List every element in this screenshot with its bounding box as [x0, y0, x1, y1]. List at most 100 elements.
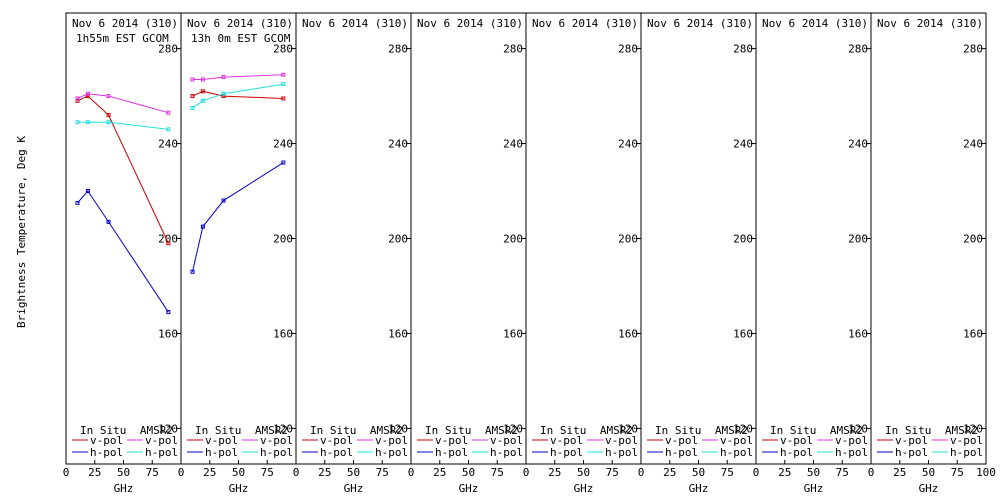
data-point-amsr2_h	[281, 82, 286, 87]
data-point-insitu_v	[190, 94, 195, 99]
panel-3: Nov 6 2014 (310) 120 160 200 240 280 0 25 50 75 GH…	[293, 12, 412, 495]
legend-label-insitu_h: h-pol	[895, 446, 928, 459]
legend-insitu-heading: In Situ	[655, 424, 701, 437]
legend-label-insitu_h: h-pol	[320, 446, 353, 459]
legend-label-amsr2_v: v-pol	[375, 434, 408, 447]
y-tick-label: 280	[848, 43, 868, 56]
x-tick-label: 75	[951, 466, 964, 479]
data-point-amsr2_h	[190, 105, 195, 110]
series-line-amsr2_h	[77, 121, 169, 130]
y-tick-label: 160	[618, 327, 638, 340]
series-line-amsr2_h	[192, 83, 284, 109]
y-tick-label: 120	[963, 422, 983, 435]
data-point-amsr2_v	[85, 91, 90, 96]
x-tick-label: 75	[376, 466, 389, 479]
x-tick-label: 0	[523, 466, 530, 479]
panel-1: Nov 6 2014 (310) 1h55m EST GCOM 120 160 200 2…	[63, 12, 182, 495]
legend-label-insitu_v: v-pol	[435, 434, 468, 447]
x-tick-label: 0	[408, 466, 415, 479]
legend-amsr2-heading: AMSR2	[715, 424, 748, 437]
data-point-amsr2_h	[85, 120, 90, 125]
data-point-insitu_h	[75, 200, 80, 205]
data-point-insitu_h	[221, 198, 226, 203]
legend-insitu-heading: In Situ	[540, 424, 586, 437]
x-tick-label: 25	[548, 466, 561, 479]
panel-title: Nov 6 2014 (310)	[532, 17, 638, 30]
y-tick-label: 240	[618, 138, 638, 151]
y-tick-label: 120	[618, 422, 638, 435]
y-tick-label: 120	[503, 422, 523, 435]
y-tick-label: 280	[158, 43, 178, 56]
y-tick-label: 280	[618, 43, 638, 56]
x-tick-label: 25	[778, 466, 791, 479]
legend-label-amsr2_v: v-pol	[260, 434, 293, 447]
legend-label-amsr2_h: h-pol	[720, 446, 753, 459]
y-tick-label: 120	[388, 422, 408, 435]
y-tick-label: 240	[848, 138, 868, 151]
y-tick-label: 160	[388, 327, 408, 340]
legend-insitu-heading: In Situ	[80, 424, 126, 437]
series-line-insitu_v	[77, 95, 169, 244]
y-tick-label: 160	[503, 327, 523, 340]
data-point-amsr2_v	[221, 75, 226, 80]
data-point-amsr2_h	[200, 98, 205, 103]
data-point-insitu_v	[85, 94, 90, 99]
y-tick-label: 160	[963, 327, 983, 340]
y-tick-label: 120	[158, 422, 178, 435]
x-tick-label: 0	[293, 466, 300, 479]
x-tick-label: 75	[721, 466, 734, 479]
data-point-insitu_h	[106, 219, 111, 224]
legend-amsr2-heading: AMSR2	[255, 424, 288, 437]
y-tick-label: 160	[848, 327, 868, 340]
legend-insitu-heading: In Situ	[770, 424, 816, 437]
data-point-amsr2_v	[281, 72, 286, 77]
x-tick-label: 25	[88, 466, 101, 479]
y-tick-label: 200	[388, 233, 408, 246]
y-tick-label: 200	[273, 233, 293, 246]
legend-insitu-heading: In Situ	[195, 424, 241, 437]
legend-label-amsr2_v: v-pol	[145, 434, 178, 447]
legend-insitu-heading: In Situ	[425, 424, 471, 437]
series-line-amsr2_v	[77, 93, 169, 114]
legend-label-amsr2_h: h-pol	[375, 446, 408, 459]
y-tick-label: 240	[273, 138, 293, 151]
x-tick-label: 50	[577, 466, 590, 479]
legend-label-amsr2_h: h-pol	[835, 446, 868, 459]
x-tick-label: 75	[836, 466, 849, 479]
legend-label-insitu_h: h-pol	[90, 446, 123, 459]
panel-title: Nov 6 2014 (310)	[877, 17, 983, 30]
panel-7: Nov 6 2014 (310) 120 160 200 240 280 0 25 50 75 GH…	[753, 12, 872, 495]
y-tick-label: 280	[963, 43, 983, 56]
legend-label-insitu_v: v-pol	[205, 434, 238, 447]
y-tick-label: 280	[503, 43, 523, 56]
legend-label-amsr2_h: h-pol	[145, 446, 178, 459]
y-tick-label: 240	[503, 138, 523, 151]
data-point-insitu_h	[200, 224, 205, 229]
legend-label-amsr2_v: v-pol	[835, 434, 868, 447]
y-tick-label: 240	[963, 138, 983, 151]
data-point-amsr2_v	[190, 77, 195, 82]
data-point-amsr2_h	[106, 120, 111, 125]
x-axis-label: GHz	[459, 482, 479, 495]
x-tick-label: 25	[433, 466, 446, 479]
y-tick-label: 120	[848, 422, 868, 435]
panel-5: Nov 6 2014 (310) 120 160 200 240 280 0 25 50 75 GH…	[523, 12, 642, 495]
data-point-amsr2_v	[200, 77, 205, 82]
data-point-amsr2_v	[166, 110, 171, 115]
y-tick-label: 120	[273, 422, 293, 435]
legend-amsr2-heading: AMSR2	[370, 424, 403, 437]
data-point-insitu_h	[85, 189, 90, 194]
legend-label-insitu_v: v-pol	[320, 434, 353, 447]
x-tick-label: 75	[606, 466, 619, 479]
x-axis-label: GHz	[689, 482, 709, 495]
data-point-insitu_v	[75, 98, 80, 103]
legend-amsr2-heading: AMSR2	[830, 424, 863, 437]
legend-label-insitu_h: h-pol	[665, 446, 698, 459]
panels: Nov 6 2014 (310) 1h55m EST GCOM 120 160 200 2…	[63, 12, 996, 495]
panel-2: Nov 6 2014 (310) 13h 0m EST GCOM 120 160 200…	[178, 12, 297, 495]
series-line-insitu_h	[77, 190, 169, 313]
x-tick-label: 50	[347, 466, 360, 479]
x-tick-label: 50	[462, 466, 475, 479]
panel-subtitle: 13h 0m EST GCOM	[191, 32, 291, 45]
y-tick-label: 280	[733, 43, 753, 56]
